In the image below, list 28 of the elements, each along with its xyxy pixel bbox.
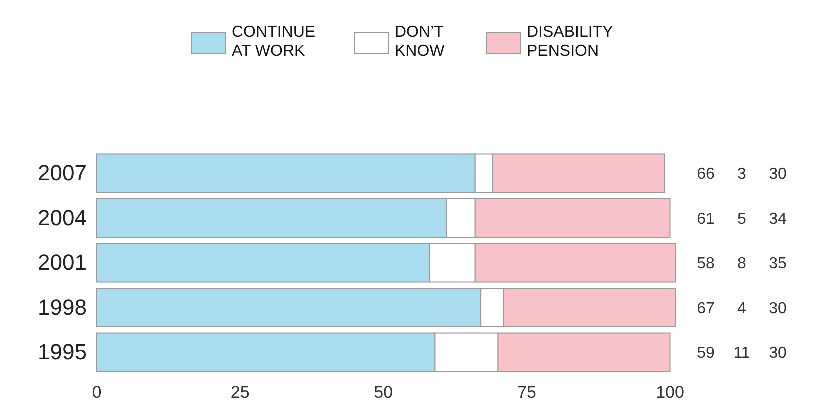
data-label: 30 bbox=[769, 300, 787, 318]
x-tick-label: 0 bbox=[92, 383, 102, 402]
y-tick-label: 2001 bbox=[38, 250, 87, 276]
y-tick-label: 2004 bbox=[38, 205, 87, 230]
data-label: 8 bbox=[738, 256, 747, 273]
data-label: 30 bbox=[769, 166, 787, 184]
data-label: 58 bbox=[697, 256, 715, 273]
legend-label: CONTINUE AT WORK bbox=[232, 24, 316, 60]
y-tick-label: 1995 bbox=[38, 340, 87, 365]
data-label: 3 bbox=[738, 166, 747, 184]
x-tick-label: 25 bbox=[230, 383, 250, 402]
data-label: 30 bbox=[769, 345, 787, 362]
x-tick-label: 100 bbox=[656, 383, 684, 402]
y-tick-label: 1998 bbox=[38, 294, 87, 320]
data-label: 59 bbox=[697, 345, 715, 362]
x-tick-label: 75 bbox=[517, 383, 536, 402]
y-tick-label: 2007 bbox=[38, 160, 87, 186]
data-label: 5 bbox=[738, 210, 747, 228]
data-label: 66 bbox=[697, 166, 715, 184]
data-label: 35 bbox=[769, 256, 787, 273]
legend-label: DISABILITY PENSION bbox=[527, 24, 614, 60]
x-tick-label: 50 bbox=[374, 383, 394, 402]
data-label: 4 bbox=[738, 300, 747, 318]
data-label: 34 bbox=[769, 210, 787, 228]
legend-label: DON’T KNOW bbox=[395, 24, 446, 60]
data-label: 11 bbox=[734, 345, 750, 362]
data-label: 61 bbox=[697, 210, 715, 228]
data-label: 67 bbox=[697, 300, 715, 318]
